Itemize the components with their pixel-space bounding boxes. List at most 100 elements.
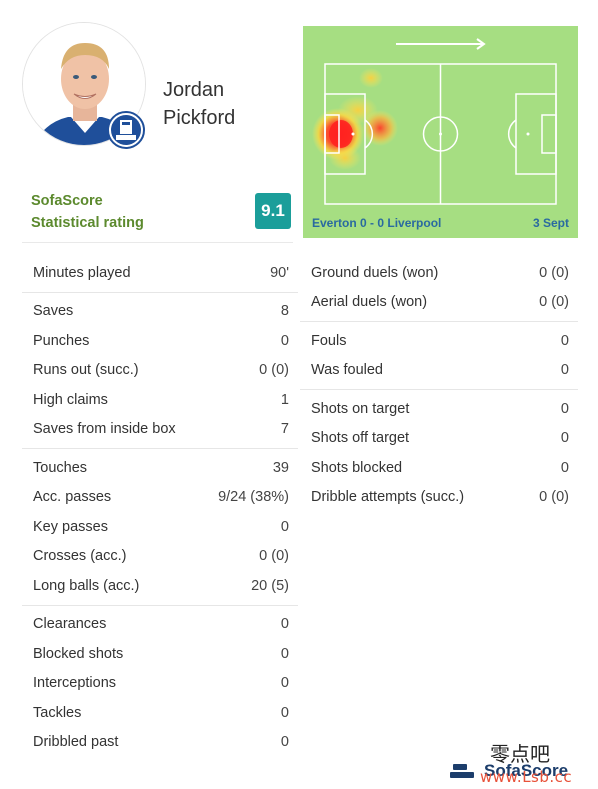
stat-group: Ground duels (won) 0 (0) Aerial duels (won… [300,257,578,322]
stat-value: 0 [280,332,289,349]
stats-right-column: Ground duels (won) 0 (0) Aerial duels (won… [300,257,578,516]
stat-row: Long balls (acc.) 20 (5) [22,571,298,601]
stat-row: Shots on target 0 [300,394,578,424]
stat-value: 0 [280,645,289,662]
stat-label: Saves [33,303,74,320]
player-name: Jordan Pickford [163,76,283,132]
stat-row: Clearances 0 [22,610,298,640]
stat-row: Key passes 0 [22,512,298,542]
stat-row: Ground duels (won) 0 (0) [300,258,578,288]
stat-value: 0 [280,616,289,633]
stat-row: Shots off target 0 [300,424,578,454]
header-divider [22,242,293,243]
rating-title-brand: SofaScore [31,193,103,209]
stat-value: 0 [560,430,569,447]
stat-value: 0 (0) [539,489,569,506]
stat-label: Aerial duels (won) [311,294,428,311]
stat-label: Touches [33,459,88,476]
stat-label: Minutes played [33,264,131,281]
stat-value: 20 (5) [251,577,289,594]
stat-value: 0 [560,400,569,417]
stat-row: Tackles 0 [22,698,298,728]
stat-value: 0 (0) [259,548,289,565]
player-last-name: Pickford [163,107,236,129]
stat-value: 1 [280,391,289,408]
stat-value: 0 (0) [539,264,569,281]
stat-row: Blocked shots 0 [22,639,298,669]
stat-value: 0 [280,704,289,721]
stat-group: Shots on target 0 Shots off target 0 Shots b… [300,390,578,516]
stat-row: Minutes played 90' [22,258,298,288]
heatmap-match-date: 3 Sept [532,216,569,230]
watermark-url: www.Lsb.cc [480,768,573,786]
stat-row: Dribbled past 0 [22,728,298,758]
stat-row: Saves from inside box 7 [22,415,298,445]
stat-label: Dribble attempts (succ.) [311,489,465,506]
stat-label: Ground duels (won) [311,264,439,281]
stat-label: Punches [33,332,90,349]
stat-label: Shots off target [311,430,410,447]
stat-label: Saves from inside box [33,421,176,438]
sofascore-logo-text: SofaScore [484,761,569,780]
stat-row: Crosses (acc.) 0 (0) [22,542,298,572]
stat-value: 0 [560,362,569,379]
stat-row: Fouls 0 [300,326,578,356]
player-avatar [22,22,146,146]
stat-value: 8 [280,303,289,320]
stat-label: Shots on target [311,400,410,417]
heatmap-pitch [312,38,557,205]
stat-row: Punches 0 [22,326,298,356]
sofascore-logo-icon [450,764,474,778]
stat-row: Touches 39 [22,453,298,483]
stat-row: Saves 8 [22,297,298,327]
stat-label: Key passes [33,518,108,535]
rating-badge: 9.1 [255,193,291,229]
stat-group: Clearances 0 Blocked shots 0 Interceptions 0 T… [22,606,298,762]
stat-label: Was fouled [311,362,383,379]
stat-value: 90' [270,264,289,281]
stat-row: Was fouled 0 [300,356,578,386]
stat-label: Blocked shots [33,645,124,662]
stat-row: Aerial duels (won) 0 (0) [300,288,578,318]
rating-title: SofaScore Statistical rating [31,190,144,234]
stat-label: Runs out (succ.) [33,362,139,379]
player-photo [23,23,145,145]
stat-row: Acc. passes 9/24 (38%) [22,483,298,513]
stat-row: Interceptions 0 [22,669,298,699]
everton-crest-icon [106,110,146,150]
player-first-name: Jordan [163,79,225,101]
heatmap-panel: Everton 0 - 0 Liverpool 3 Sept [303,26,578,238]
stat-label: Shots blocked [311,459,403,476]
stat-label: Fouls [311,332,347,349]
stat-value: 0 (0) [539,294,569,311]
stat-value: 7 [280,421,289,438]
stat-value: 0 [560,332,569,349]
rating-title-label: Statistical rating [31,215,144,231]
stat-value: 0 [280,675,289,692]
stat-label: Long balls (acc.) [33,577,140,594]
stat-value: 9/24 (38%) [218,489,289,506]
watermark-text: 零点吧 [490,742,550,766]
stat-value: 0 (0) [259,362,289,379]
stat-label: Interceptions [33,675,117,692]
stat-group: Minutes played 90' [22,257,298,293]
stat-label: Crosses (acc.) [33,548,127,565]
stat-value: 0 [560,459,569,476]
arrow-right-icon [396,38,486,50]
stat-row: Dribble attempts (succ.) 0 (0) [300,483,578,513]
stat-label: High claims [33,391,108,408]
stat-row: Runs out (succ.) 0 (0) [22,356,298,386]
stat-label: Acc. passes [33,489,112,506]
stat-group: Fouls 0 Was fouled 0 [300,322,578,390]
stat-group: Saves 8 Punches 0 Runs out (succ.) 0 (0) High … [22,293,298,449]
heatmap-match-label[interactable]: Everton 0 - 0 Liverpool [312,216,442,230]
stat-value: 39 [272,459,289,476]
stat-row: High claims 1 [22,385,298,415]
stat-row: Shots blocked 0 [300,453,578,483]
stat-value: 0 [280,734,289,751]
stat-label: Dribbled past [33,734,119,751]
sofascore-footer-logo[interactable]: SofaScore [450,760,568,782]
stats-left-column: Minutes played 90' Saves 8 Punches 0 Runs out … [22,257,298,761]
stat-label: Tackles [33,704,82,721]
stat-value: 0 [280,518,289,535]
